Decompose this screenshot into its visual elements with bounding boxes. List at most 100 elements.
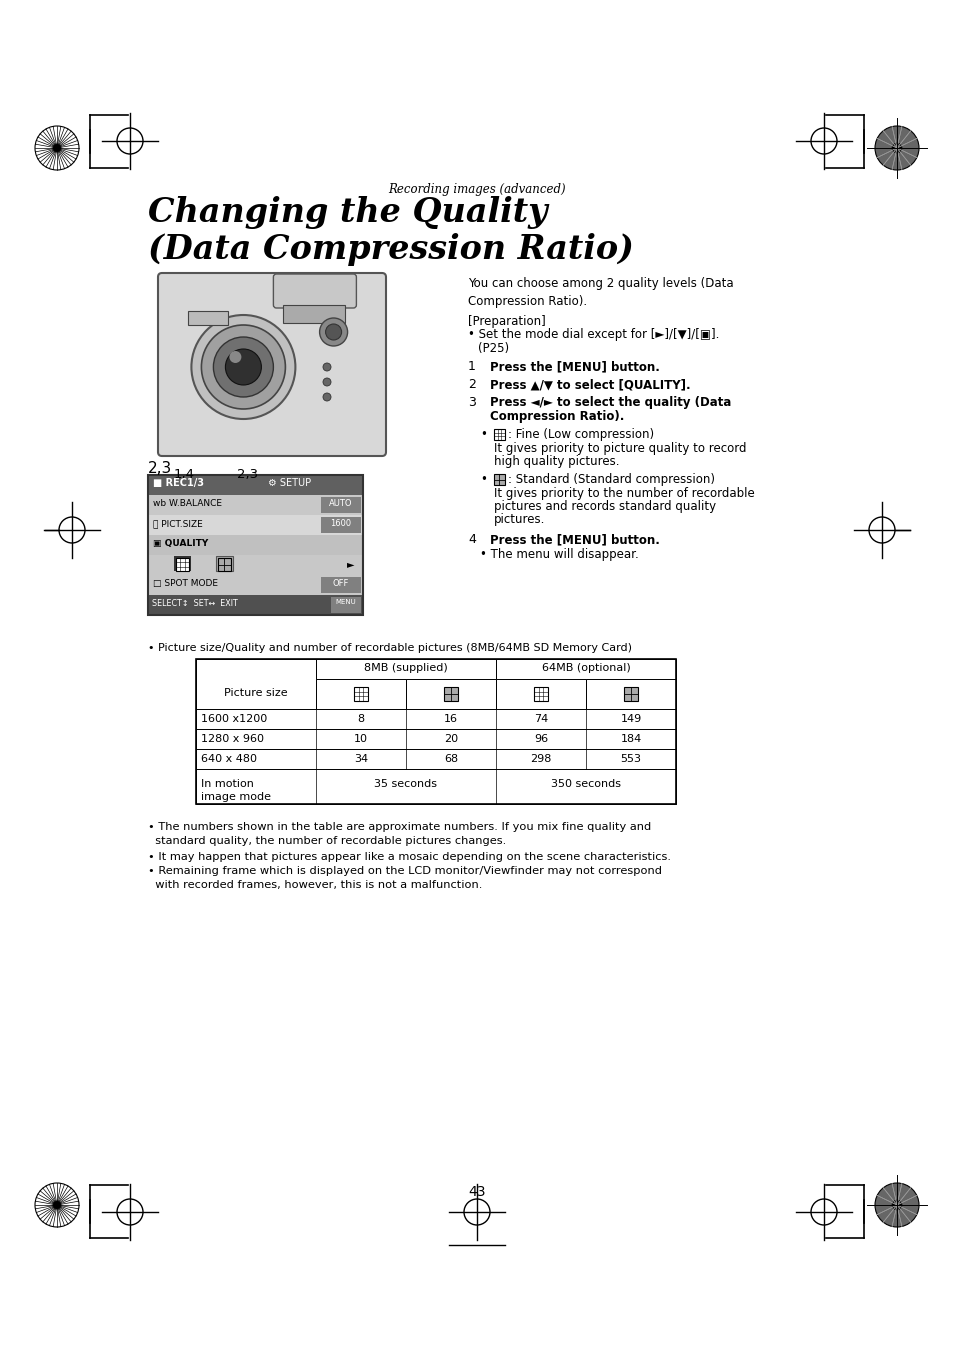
Bar xyxy=(173,555,191,572)
Bar xyxy=(331,597,360,613)
Text: OFF: OFF xyxy=(333,580,349,588)
Text: high quality pictures.: high quality pictures. xyxy=(494,456,618,468)
Text: •: • xyxy=(479,429,486,441)
Bar xyxy=(623,687,638,701)
Circle shape xyxy=(192,315,295,419)
Text: 4: 4 xyxy=(468,532,476,546)
Text: SELECT↕  SET↔  EXIT: SELECT↕ SET↔ EXIT xyxy=(152,599,237,608)
Bar xyxy=(148,594,363,615)
Bar xyxy=(148,474,363,495)
Text: : Standard (Standard compression): : Standard (Standard compression) xyxy=(507,473,714,487)
Text: Press the [MENU] button.: Press the [MENU] button. xyxy=(490,360,659,373)
Bar xyxy=(283,305,344,324)
Text: (P25): (P25) xyxy=(477,342,509,355)
Text: Press the [MENU] button.: Press the [MENU] button. xyxy=(490,532,659,546)
Text: ⧆ PICT.SIZE: ⧆ PICT.SIZE xyxy=(152,519,203,528)
Bar xyxy=(148,515,363,535)
Text: 34: 34 xyxy=(354,754,368,764)
Text: AUTO: AUTO xyxy=(329,499,353,508)
Bar xyxy=(148,474,363,615)
Bar xyxy=(443,687,457,701)
Bar xyxy=(148,495,363,515)
Text: • Picture size/Quality and number of recordable pictures (8MB/64MB SD Memory Car: • Picture size/Quality and number of rec… xyxy=(148,643,631,652)
Text: • Set the mode dial except for [►]/[▼]/[▣].: • Set the mode dial except for [►]/[▼]/[… xyxy=(468,328,719,341)
Bar xyxy=(175,558,189,572)
Text: 298: 298 xyxy=(530,754,551,764)
Bar xyxy=(188,311,228,325)
Bar xyxy=(534,687,547,701)
Bar xyxy=(315,659,496,679)
Bar xyxy=(496,659,676,679)
Text: 640 x 480: 640 x 480 xyxy=(201,754,256,764)
Bar xyxy=(148,576,363,594)
Text: 43: 43 xyxy=(468,1185,485,1198)
Text: pictures and records standard quality: pictures and records standard quality xyxy=(494,500,716,514)
Text: 3: 3 xyxy=(468,396,476,408)
Text: 20: 20 xyxy=(443,735,457,744)
Text: wb W.BALANCE: wb W.BALANCE xyxy=(152,499,222,508)
Text: Changing the Quality: Changing the Quality xyxy=(148,195,547,229)
Text: Compression Ratio).: Compression Ratio). xyxy=(490,410,623,423)
Text: 1600 x1200: 1600 x1200 xyxy=(201,714,267,724)
Bar xyxy=(195,709,676,729)
Bar xyxy=(195,749,676,768)
Text: 96: 96 xyxy=(534,735,547,744)
Circle shape xyxy=(323,377,331,386)
Bar xyxy=(585,679,676,709)
Bar xyxy=(195,659,676,803)
Text: □ SPOT MODE: □ SPOT MODE xyxy=(152,580,218,588)
Text: 1600: 1600 xyxy=(330,519,352,528)
Text: In motion
image mode: In motion image mode xyxy=(201,779,271,802)
Text: ■ REC1/3: ■ REC1/3 xyxy=(152,479,204,488)
Text: Press ◄/► to select the quality (Data: Press ◄/► to select the quality (Data xyxy=(490,396,731,408)
Text: 1280 x 960: 1280 x 960 xyxy=(201,735,264,744)
Bar xyxy=(320,577,360,593)
Text: pictures.: pictures. xyxy=(494,514,545,526)
Text: 64MB (optional): 64MB (optional) xyxy=(541,663,630,673)
Bar xyxy=(148,474,363,615)
Text: 35 seconds: 35 seconds xyxy=(375,779,437,789)
FancyBboxPatch shape xyxy=(158,274,386,456)
Bar xyxy=(148,555,363,576)
Circle shape xyxy=(874,1184,918,1227)
Text: •: • xyxy=(479,473,486,487)
Bar xyxy=(320,497,360,514)
Text: • The numbers shown in the table are approximate numbers. If you mix fine qualit: • The numbers shown in the table are app… xyxy=(148,822,651,847)
Text: Recording images (advanced): Recording images (advanced) xyxy=(388,183,565,195)
Text: (Data Compression Ratio): (Data Compression Ratio) xyxy=(148,233,633,266)
Circle shape xyxy=(225,349,261,386)
Circle shape xyxy=(891,1200,901,1211)
Text: 74: 74 xyxy=(534,714,548,724)
Circle shape xyxy=(874,125,918,170)
Text: 184: 184 xyxy=(619,735,641,744)
Text: 8MB (supplied): 8MB (supplied) xyxy=(364,663,447,673)
Text: ▣ QUALITY: ▣ QUALITY xyxy=(152,539,208,549)
Text: 68: 68 xyxy=(443,754,457,764)
Text: ►: ► xyxy=(347,559,355,569)
Text: [Preparation]: [Preparation] xyxy=(468,315,545,328)
Text: It gives priority to the number of recordable: It gives priority to the number of recor… xyxy=(494,487,754,500)
Text: 1,4: 1,4 xyxy=(173,468,194,481)
Bar xyxy=(218,558,231,572)
Bar xyxy=(320,518,360,532)
Circle shape xyxy=(323,363,331,371)
Text: 10: 10 xyxy=(354,735,368,744)
Text: You can choose among 2 quality levels (Data
Compression Ratio).: You can choose among 2 quality levels (D… xyxy=(468,276,733,307)
Bar xyxy=(315,679,406,709)
Text: 2,3: 2,3 xyxy=(236,468,258,481)
Circle shape xyxy=(53,1201,61,1209)
Circle shape xyxy=(325,324,341,340)
Text: 149: 149 xyxy=(619,714,641,724)
Bar xyxy=(195,729,676,749)
Text: Picture size: Picture size xyxy=(224,687,288,698)
Circle shape xyxy=(53,144,61,152)
Circle shape xyxy=(323,394,331,400)
Bar xyxy=(406,679,496,709)
Text: : Fine (Low compression): : Fine (Low compression) xyxy=(507,429,654,441)
Bar xyxy=(496,679,585,709)
Text: ⚙ SETUP: ⚙ SETUP xyxy=(268,479,311,488)
Text: It gives priority to picture quality to record: It gives priority to picture quality to … xyxy=(494,442,745,456)
Text: 350 seconds: 350 seconds xyxy=(551,779,620,789)
Text: • It may happen that pictures appear like a mosaic depending on the scene charac: • It may happen that pictures appear lik… xyxy=(148,852,670,861)
Text: • Remaining frame which is displayed on the LCD monitor/Viewfinder may not corre: • Remaining frame which is displayed on … xyxy=(148,865,661,890)
